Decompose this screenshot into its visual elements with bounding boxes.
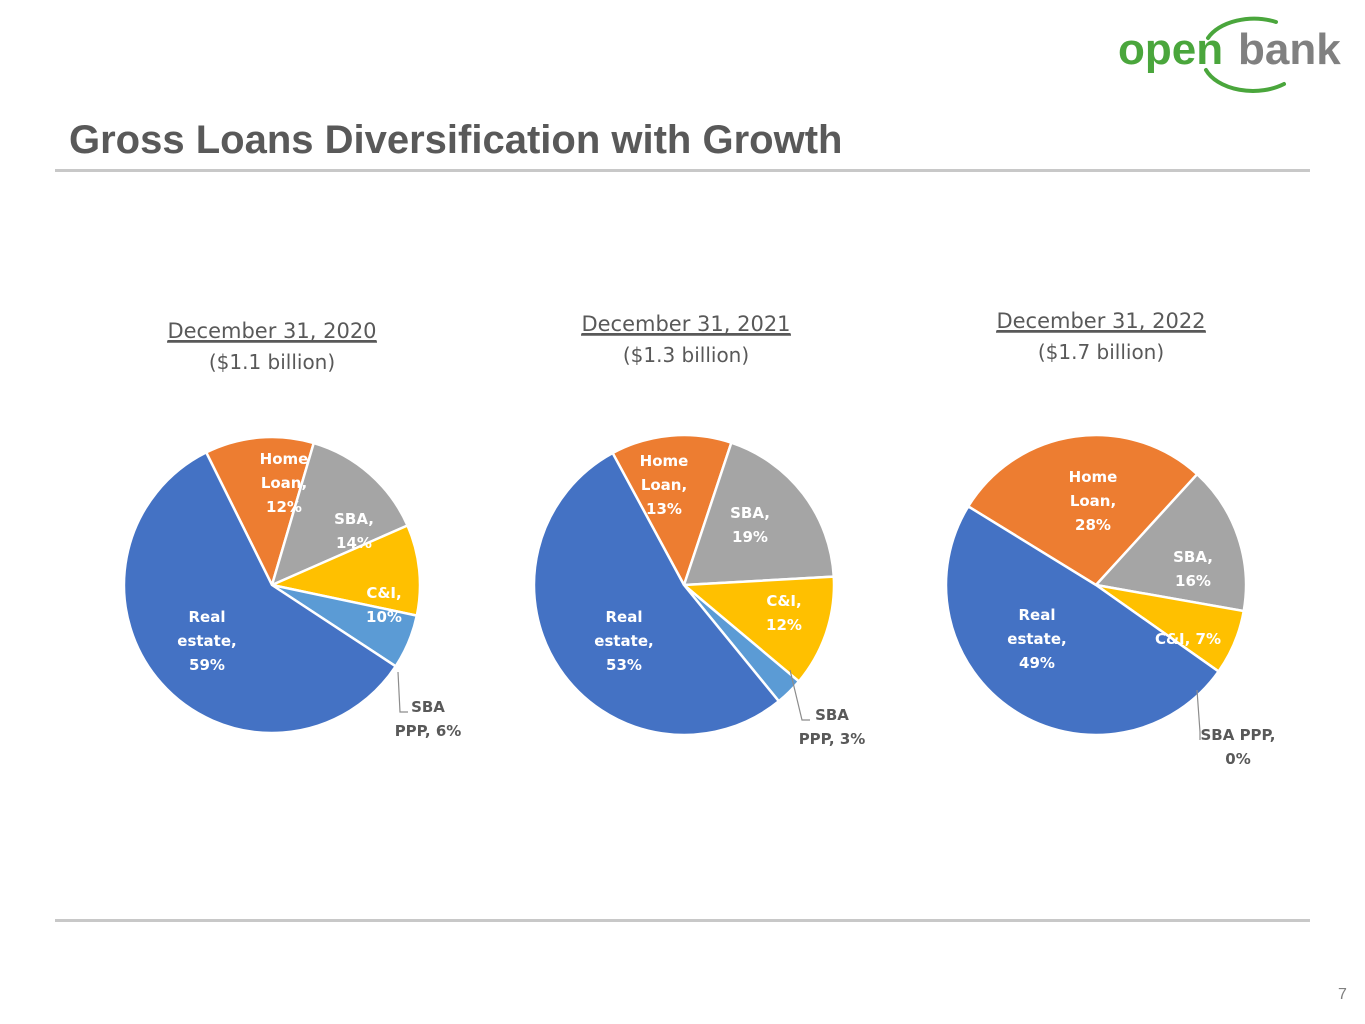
pie-slice-home-loan: [204, 435, 316, 589]
pie-svg: December 31, 2022 ($1.7 billion) Home Loan,…: [944, 309, 1276, 768]
data-label-sba-ppp: SBA PPP, 3%: [799, 706, 866, 748]
chart-title: December 31, 2020: [167, 319, 376, 343]
data-label-sba-ppp: SBA PPP, 6%: [395, 698, 462, 740]
data-label-home-loan: Home Loan, 13%: [640, 452, 689, 518]
sba-ppp-leader-line: [789, 669, 810, 721]
logo-word-bank: bank: [1238, 25, 1341, 74]
pie-chart-2022: December 31, 2022 ($1.7 billion) Home Loan,…: [891, 300, 1311, 800]
data-label-candi: C&I, 12%: [766, 592, 802, 634]
data-label-sba: SBA, 14%: [334, 510, 374, 552]
data-label-real-estate: Real estate, 59%: [177, 608, 236, 674]
title-divider: [55, 169, 1310, 172]
data-label-home-loan: Home Loan, 12%: [260, 450, 309, 516]
data-label-candi: C&I, 10%: [366, 584, 402, 626]
chart-subtitle: ($1.7 billion): [1038, 340, 1164, 364]
pie-slice-home-loan: [966, 433, 1199, 587]
sba-ppp-leader-line: [1196, 689, 1201, 740]
pie-slice-candi: [267, 523, 422, 618]
data-label-sba: SBA, 16%: [1173, 548, 1213, 590]
data-label-real-estate: Real estate, 53%: [594, 608, 653, 674]
pie-slice-sba: [682, 441, 836, 587]
data-label-sba: SBA, 19%: [730, 504, 770, 546]
pie-chart-2020: December 31, 2020 ($1.1 billion) Home Loan,…: [62, 300, 482, 800]
logo-bottom-arc: [1204, 68, 1286, 93]
chart-title: December 31, 2021: [581, 312, 790, 336]
chart-subtitle: ($1.1 billion): [209, 350, 335, 374]
data-label-candi: C&I, 7%: [1155, 630, 1221, 648]
pie-slice-candi: [680, 575, 836, 684]
pie-slice-sba: [270, 441, 410, 588]
pie-slice-sba: [1093, 472, 1248, 613]
pie-slice-real-estate: [944, 504, 1221, 737]
footer-divider: [55, 919, 1310, 922]
chart-subtitle: ($1.3 billion): [623, 343, 749, 367]
data-label-real-estate: Real estate, 49%: [1007, 606, 1066, 672]
pie-svg: December 31, 2020 ($1.1 billion) Home Loan,…: [122, 319, 462, 740]
pie-slice-home-loan: [610, 433, 733, 589]
openbank-logo: open bank: [1110, 2, 1362, 98]
data-label-sba-ppp: SBA PPP, 0%: [1201, 726, 1276, 768]
sba-ppp-leader-line: [397, 671, 408, 713]
pie-chart-2021: December 31, 2021 ($1.3 billion) Home Loan,…: [476, 300, 896, 800]
logo-top-arc: [1206, 16, 1278, 40]
page-title: Gross Loans Diversification with Growth: [69, 118, 843, 162]
pie-slice-real-estate: [532, 451, 781, 737]
chart-title: December 31, 2022: [996, 309, 1205, 333]
data-label-home-loan: Home Loan, 28%: [1069, 468, 1118, 534]
logo-word-open: open: [1118, 25, 1223, 74]
logo-graphic: open bank: [1118, 16, 1341, 93]
pie-slice-real-estate: [122, 450, 398, 735]
pie-svg: December 31, 2021 ($1.3 billion) Home Loan,…: [532, 312, 866, 748]
page-number: 7: [1338, 986, 1347, 1003]
